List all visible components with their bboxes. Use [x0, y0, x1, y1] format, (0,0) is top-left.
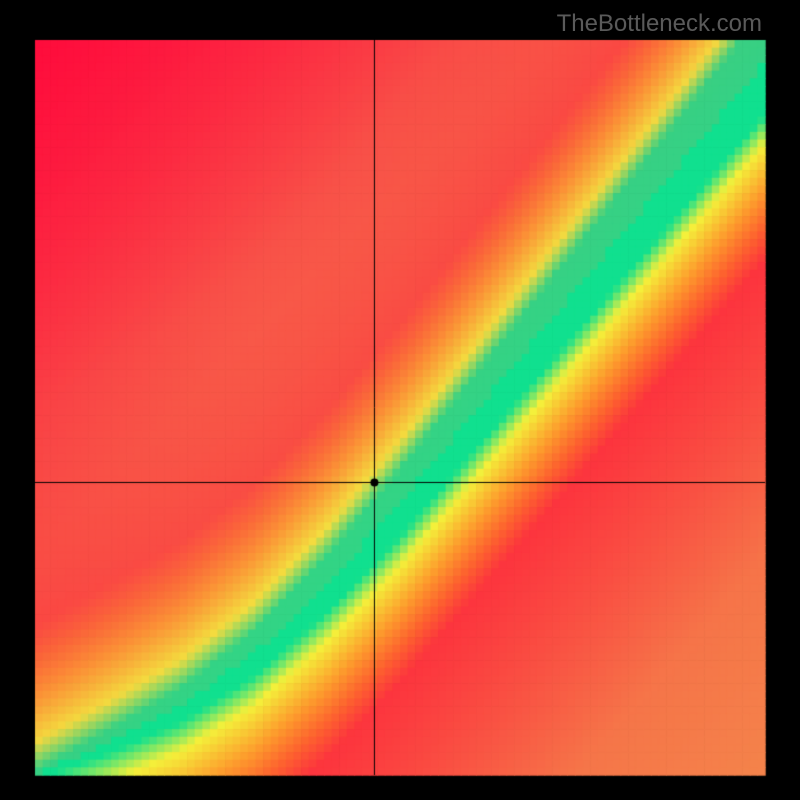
watermark-text: TheBottleneck.com [557, 10, 762, 38]
chart-container: { "type": "heatmap", "watermark": { "tex… [0, 0, 800, 800]
bottleneck-heatmap [0, 0, 800, 800]
